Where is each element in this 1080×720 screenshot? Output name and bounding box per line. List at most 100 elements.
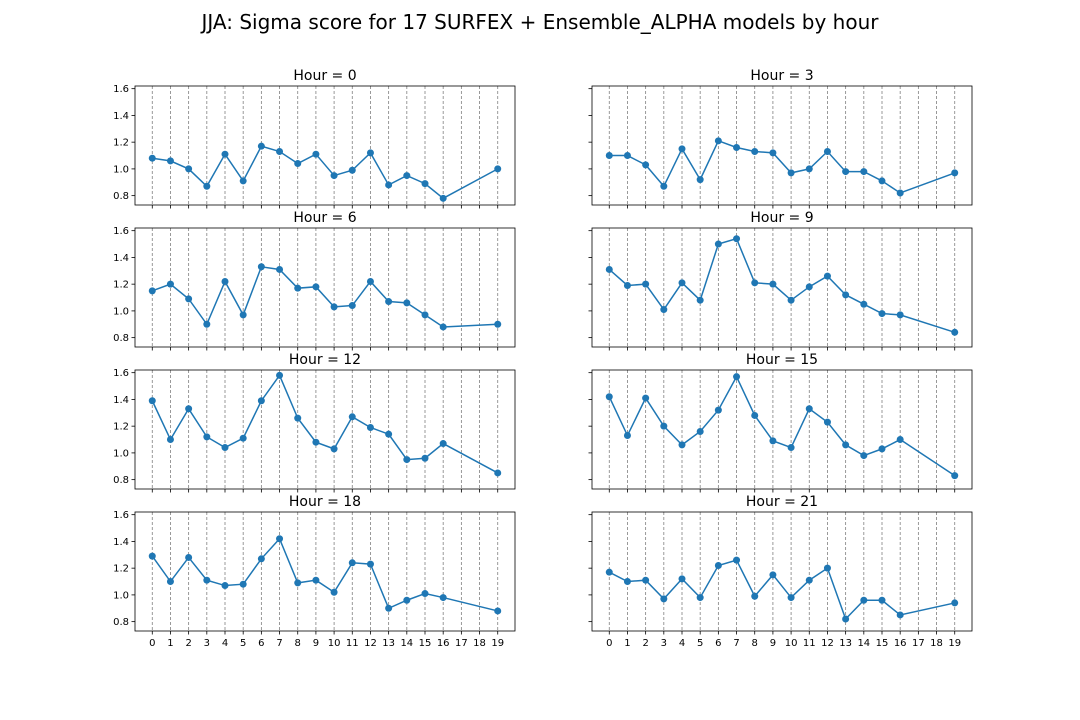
y-tick-label: 0.8 bbox=[113, 475, 129, 486]
subplot-title: Hour = 6 bbox=[293, 210, 356, 226]
data-point bbox=[878, 177, 886, 185]
data-point bbox=[769, 437, 777, 445]
data-point bbox=[642, 576, 650, 584]
data-point bbox=[494, 607, 502, 615]
y-tick-label: 1.0 bbox=[113, 164, 129, 175]
data-point bbox=[805, 576, 813, 584]
data-point bbox=[366, 423, 374, 431]
y-tick-label: 1.6 bbox=[113, 368, 129, 379]
data-point bbox=[494, 320, 502, 328]
data-point bbox=[439, 323, 447, 331]
data-point bbox=[294, 284, 302, 292]
figure-suptitle: JJA: Sigma score for 17 SURFEX + Ensembl… bbox=[199, 10, 879, 34]
x-tick-label: 2 bbox=[185, 638, 191, 649]
x-tick-label: 11 bbox=[803, 638, 816, 649]
data-point bbox=[239, 580, 247, 588]
data-point bbox=[276, 535, 284, 543]
data-point bbox=[312, 438, 320, 446]
data-point bbox=[878, 445, 886, 453]
subplot-1: Hour = 0 0.8 1.0 1.2 1.4 1.6 bbox=[113, 68, 516, 209]
data-point bbox=[221, 277, 229, 285]
data-point bbox=[166, 280, 174, 288]
data-point bbox=[330, 445, 338, 453]
series-line bbox=[151, 537, 498, 612]
x-tick-label: 5 bbox=[697, 638, 703, 649]
data-point bbox=[166, 578, 174, 586]
data-point bbox=[696, 296, 704, 304]
x-tick-label: 18 bbox=[473, 638, 486, 649]
data-point bbox=[421, 311, 429, 319]
series-line bbox=[608, 237, 955, 334]
data-point bbox=[148, 287, 156, 295]
data-point bbox=[696, 428, 704, 436]
data-point bbox=[330, 172, 338, 180]
data-point bbox=[276, 148, 284, 156]
data-point bbox=[787, 296, 795, 304]
data-point bbox=[221, 444, 229, 452]
axes-frame bbox=[134, 511, 516, 632]
data-point bbox=[751, 279, 759, 287]
data-point bbox=[221, 150, 229, 158]
data-point bbox=[678, 145, 686, 153]
subplot-3: Hour = 6 0.8 1.0 1.2 1.4 1.6 bbox=[113, 210, 516, 351]
series-line bbox=[152, 265, 498, 328]
data-point bbox=[257, 555, 265, 563]
data-point bbox=[148, 397, 156, 405]
data-point bbox=[403, 299, 411, 307]
y-tick-label: 1.2 bbox=[113, 564, 129, 575]
data-point bbox=[896, 436, 904, 444]
data-point bbox=[678, 575, 686, 583]
x-tick-label: 12 bbox=[364, 638, 377, 649]
subplot-title: Hour = 3 bbox=[750, 68, 813, 84]
data-point bbox=[403, 172, 411, 180]
x-tick-label: 19 bbox=[491, 638, 504, 649]
data-point bbox=[642, 161, 650, 169]
data-point bbox=[660, 306, 668, 314]
data-point bbox=[660, 595, 668, 603]
data-point bbox=[385, 181, 393, 189]
data-point bbox=[805, 405, 813, 413]
data-point bbox=[678, 279, 686, 287]
x-tick-label: 12 bbox=[821, 638, 834, 649]
axes-frame bbox=[134, 227, 516, 348]
data-point bbox=[842, 441, 850, 449]
x-tick-label: 4 bbox=[679, 638, 685, 649]
data-point bbox=[842, 291, 850, 299]
y-tick-label: 1.0 bbox=[113, 306, 129, 317]
data-point bbox=[823, 272, 831, 280]
x-tick-label: 14 bbox=[400, 638, 413, 649]
data-point bbox=[660, 422, 668, 430]
axes-frame bbox=[591, 369, 973, 490]
data-point bbox=[860, 300, 868, 308]
data-point bbox=[769, 280, 777, 288]
data-point bbox=[787, 444, 795, 452]
data-point bbox=[421, 180, 429, 188]
axes-frame bbox=[134, 85, 516, 206]
data-point bbox=[623, 432, 631, 440]
data-point bbox=[787, 169, 795, 177]
x-tick-label: 6 bbox=[258, 638, 264, 649]
subplot-4: Hour = 9 bbox=[588, 210, 973, 351]
x-tick-label: 19 bbox=[948, 638, 961, 649]
data-point bbox=[366, 277, 374, 285]
subplot-title: Hour = 0 bbox=[293, 68, 356, 84]
x-tick-label: 16 bbox=[894, 638, 907, 649]
subplot-title: Hour = 15 bbox=[746, 352, 818, 368]
x-tick-label: 8 bbox=[295, 638, 301, 649]
data-point bbox=[366, 149, 374, 157]
data-point bbox=[896, 189, 904, 197]
data-point bbox=[348, 559, 356, 567]
data-point bbox=[751, 148, 759, 156]
data-point bbox=[823, 564, 831, 572]
axes-frame bbox=[591, 227, 973, 348]
data-point bbox=[257, 142, 265, 150]
subplot-2: Hour = 3 bbox=[588, 68, 973, 209]
data-point bbox=[842, 168, 850, 176]
data-point bbox=[385, 604, 393, 612]
data-point bbox=[605, 152, 613, 160]
data-point bbox=[385, 430, 393, 438]
x-tick-label: 8 bbox=[752, 638, 758, 649]
data-point bbox=[951, 472, 959, 480]
y-tick-label: 1.6 bbox=[113, 84, 129, 95]
